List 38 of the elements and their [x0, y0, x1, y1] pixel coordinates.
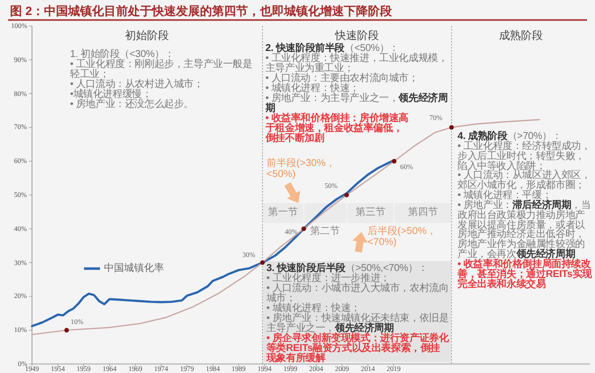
annotation: • 工业化程度：进一步推进； [266, 273, 390, 284]
annotation: •城镇化进程缓慢； [70, 89, 152, 100]
annotation: 前半段(>30%，<50%) [266, 158, 337, 180]
annotation: • 人口流动：从农村进入城市； [70, 79, 204, 90]
point [392, 158, 396, 164]
band-label: 第三节 [355, 207, 386, 218]
annotation: • 房企寻求创新变现模式：进行资产证券化等类REITs融资方式以及出表探索，倒挂现象有所缓解 [266, 333, 450, 364]
annotation: • 房地产业：快速城镇化还未结束，依旧是主导产业之一，领先经济周期 [266, 313, 450, 334]
annotation: • 人口流动：从城区进入郊区，郊区小城市化，形成都市圈； [458, 170, 592, 191]
annotation: • 城镇化进程：快速； [265, 83, 360, 94]
annotation: • 人口流动：小城市进入大城市，农村流向城市； [266, 283, 450, 304]
point [344, 192, 349, 198]
point [64, 328, 69, 332]
point [449, 125, 454, 130]
annotation: • 收益率和价格倒挂局面持续改善，甚至消失；通过REITs实现完全出表和永续交易 [458, 259, 592, 290]
band-label: 第二节 [310, 226, 340, 237]
annotation: 快速阶段 [334, 29, 379, 42]
annotation: 3. 快速阶段后半段（>50%,<70%）： [266, 263, 429, 274]
annotation: • 城镇化进程：快速； [266, 303, 361, 314]
legend-label: 中国城镇化率 [104, 262, 164, 275]
annotation: 后半段(>50%，<70%) [367, 226, 438, 248]
annotation: 成熟阶段 [498, 29, 543, 43]
annotation: • 房地产业：还没怎么起步。 [70, 99, 194, 110]
point [301, 226, 306, 232]
annotation: • 城镇化进程：平缓； [458, 190, 552, 201]
annotation: • 工业化程度：快速推进，工业化成规模，主导产业为重工业； [265, 53, 449, 74]
annotation: 2. 快速阶段前半段（<50%）： [265, 43, 400, 54]
annotation: 1. 初始阶段（<30%）： [70, 49, 176, 60]
text: • 房地产业：滞后经济周期，当政府出台政策极力推动房地产发展以提高住房质量，或者以房地产推动经济走出低谷时，房地产业作为金融属性较强的产业，会再次领先经济周期 [458, 200, 591, 260]
point [260, 260, 265, 265]
annotation: • 收益率和价格倒挂：房价增速高于租金增速，租金收益率偏低，倒挂不断加剧 [265, 113, 410, 144]
chart-title: 图 2：中国城镇化目前处于快速发展的第四节，也即城镇化增速下降阶段 [10, 3, 392, 20]
annotation: 初始阶段 [125, 28, 170, 43]
annotation: • 人口流动：主要由农村流向城市； [265, 73, 420, 84]
band-label: 第四节 [408, 207, 438, 218]
annotation: • 工业化程度：刚刚起步，主导产业一般是轻工业； [70, 59, 254, 80]
annotation: 4. 成熟阶段（>70%）： [458, 131, 562, 142]
band-label: 第一节 [268, 207, 298, 218]
